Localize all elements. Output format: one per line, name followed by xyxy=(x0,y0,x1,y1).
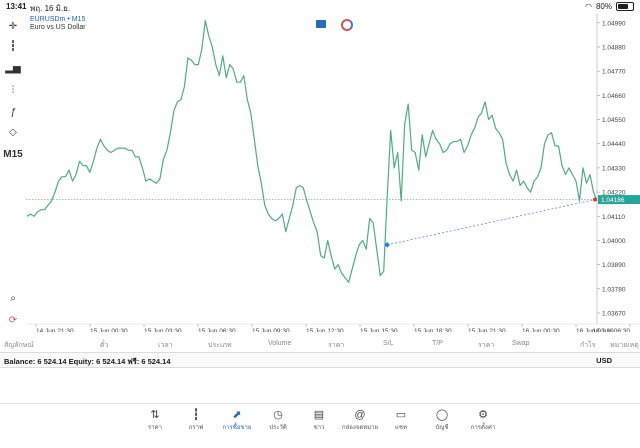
symbol-description: Euro vs US Dollar xyxy=(30,24,86,31)
history-icon: ◷ xyxy=(273,409,283,421)
price-tick-label: 1.04000 xyxy=(602,238,626,245)
price-tick-label: 1.03890 xyxy=(602,262,626,269)
trade-icon: ⬈ xyxy=(232,409,242,421)
tab-chat[interactable]: ▭ แชท xyxy=(381,408,421,432)
price-tick-label: 1.04550 xyxy=(602,117,626,124)
trade-levels-icon[interactable] xyxy=(341,19,353,31)
status-time: 13:41 xyxy=(6,2,27,11)
wifi-icon: ◠ xyxy=(585,2,592,11)
column-header: เวลา xyxy=(158,342,173,349)
column-header: S/L xyxy=(383,340,394,347)
tab-label: ราคา xyxy=(148,425,162,431)
tab-quotes[interactable]: ⇅ ราคา xyxy=(135,408,175,432)
price-tick-label: 1.04330 xyxy=(602,165,626,172)
trade-link-line xyxy=(387,199,596,246)
column-header: ประเภท xyxy=(208,342,232,349)
time-tick-label: 14 Jun 21:30 xyxy=(36,328,74,332)
quotes-icon: ⇅ xyxy=(150,409,160,421)
chat-icon: ▭ xyxy=(395,409,407,421)
price-tick-label: 1.04220 xyxy=(602,190,626,197)
refresh-icon[interactable]: ⟳ xyxy=(8,314,18,326)
price-series-line xyxy=(26,19,598,283)
tab-news[interactable]: ▤ ข่าว xyxy=(299,408,339,432)
search-chart-icon[interactable]: ⌕ xyxy=(10,292,16,304)
tab-label: กล่องจดหมาย xyxy=(341,425,379,431)
status-date: พฤ. 16 มิ.ย. xyxy=(30,4,71,13)
bottom-tab-bar: ⇅ ราคา ┇ กราฟ ⬈ การซื้อขาย ◷ ประวัติ ▤ ข่าว @ กล่อง… xyxy=(0,403,640,448)
price-chart[interactable]: 1.04990 1.04880 1.04770 1.04660 1.04550 1.044… xyxy=(26,14,640,332)
time-tick-label: 15 Jun 06:30 xyxy=(198,328,236,332)
time-tick-label: 16 Jun 06:30 xyxy=(592,328,630,332)
tab-label: กราฟ xyxy=(188,425,204,431)
current-price-tag xyxy=(598,195,640,205)
tab-label: ประวัติ xyxy=(269,425,287,431)
tab-label: ข่าว xyxy=(313,425,325,431)
column-header: Volume xyxy=(268,340,292,347)
account-icon: ◯ xyxy=(435,409,449,421)
chart-icon: ┇ xyxy=(192,409,200,421)
mailbox-icon: @ xyxy=(354,409,366,421)
account-summary-bar: Balance: 6 524.14 Equity: 6 524.14 ฟรี: … xyxy=(0,352,640,368)
objects-icon[interactable]: ◇ xyxy=(9,126,17,138)
price-tick-label: 1.03670 xyxy=(602,311,626,318)
column-header: ราคา xyxy=(478,342,495,349)
tab-trade[interactable]: ⬈ การซื้อขาย xyxy=(217,408,257,432)
time-tick-label: 16 Jun 03:30 xyxy=(576,328,614,332)
time-tick-label: 15 Jun 21:30 xyxy=(468,328,506,332)
price-tick-label: 1.04990 xyxy=(602,20,626,27)
time-tick-label: 15 Jun 15:30 xyxy=(360,328,398,332)
column-header: ตั๋ว xyxy=(100,342,109,349)
tab-mailbox[interactable]: @ กล่องจดหมาย xyxy=(340,408,380,432)
symbol-label[interactable]: EURUSDm • M15 xyxy=(30,16,86,23)
status-right: ◠ 80% xyxy=(585,2,634,11)
column-header: สัญลักษณ์ xyxy=(4,342,34,349)
settings-icon: ⚙ xyxy=(478,409,488,421)
positions-column-headers: สัญลักษณ์ ตั๋ว เวลา ประเภท Volume ราคา S/L T/P ร… xyxy=(0,338,640,350)
time-tick-label: 15 Jun 12:30 xyxy=(306,328,344,332)
tab-settings[interactable]: ⚙ การตั้งค่า xyxy=(463,408,503,432)
balance-equity-free: Balance: 6 524.14 Equity: 6 524.14 ฟรี: … xyxy=(4,357,171,366)
battery-percent: 80% xyxy=(595,2,612,11)
indicators-icon[interactable]: ⫶ xyxy=(11,84,15,96)
column-header: กำไร xyxy=(580,342,596,349)
account-currency: USD xyxy=(596,356,612,365)
timeframe-button[interactable]: M15 xyxy=(3,148,23,160)
time-tick-label: 15 Jun 09:30 xyxy=(252,328,290,332)
trade-entry-marker xyxy=(384,242,391,248)
price-tick-label: 1.03780 xyxy=(602,286,626,293)
price-tick-label: 1.04880 xyxy=(602,44,626,51)
candles-icon[interactable]: ┇ xyxy=(9,40,17,52)
time-tick-label: 15 Jun 18:30 xyxy=(414,328,452,332)
tab-label: การตั้งค่า xyxy=(470,425,496,431)
status-bar: 13:41 พฤ. 16 มิ.ย. ◠ 80% xyxy=(0,0,640,14)
time-tick-label: 15 Jun 03:30 xyxy=(144,328,182,332)
trade-exit-marker xyxy=(593,197,597,202)
time-tick-label: 15 Jun 00:30 xyxy=(90,328,128,332)
chart-toolbar: ✛ ┇ ▂▅ ⫶ ƒ ◇ M15 ⌕ ⟳ xyxy=(0,14,26,332)
tab-history[interactable]: ◷ ประวัติ xyxy=(258,408,298,432)
battery-level-fill xyxy=(618,4,629,9)
tab-label: แชท xyxy=(395,425,407,431)
tab-label: บัญชี xyxy=(435,425,449,431)
price-tick-label: 1.04660 xyxy=(602,93,626,100)
battery-icon xyxy=(616,2,634,11)
column-header: ราคา xyxy=(328,342,345,349)
bar-chart-icon[interactable]: ▂▅ xyxy=(5,62,21,74)
function-icon[interactable]: ƒ xyxy=(10,106,16,118)
current-price-label: 1.04186 xyxy=(601,197,625,204)
tab-label: การซื้อขาย xyxy=(222,425,252,431)
one-click-trading-icon[interactable] xyxy=(316,20,326,28)
news-icon: ▤ xyxy=(313,409,325,421)
tab-chart[interactable]: ┇ กราฟ xyxy=(176,408,216,432)
tab-account[interactable]: ◯ บัญชี xyxy=(422,408,462,432)
column-header: หมายเหตุ xyxy=(610,342,639,349)
crosshair-icon[interactable]: ✛ xyxy=(8,20,18,32)
price-tick-label: 1.04440 xyxy=(602,141,626,148)
column-header: T/P xyxy=(432,340,443,347)
price-tick-label: 1.04770 xyxy=(602,69,626,76)
time-tick-label: 16 Jun 00:30 xyxy=(522,328,560,332)
price-tick-label: 1.04110 xyxy=(602,214,625,221)
column-header: Swap xyxy=(512,340,530,347)
